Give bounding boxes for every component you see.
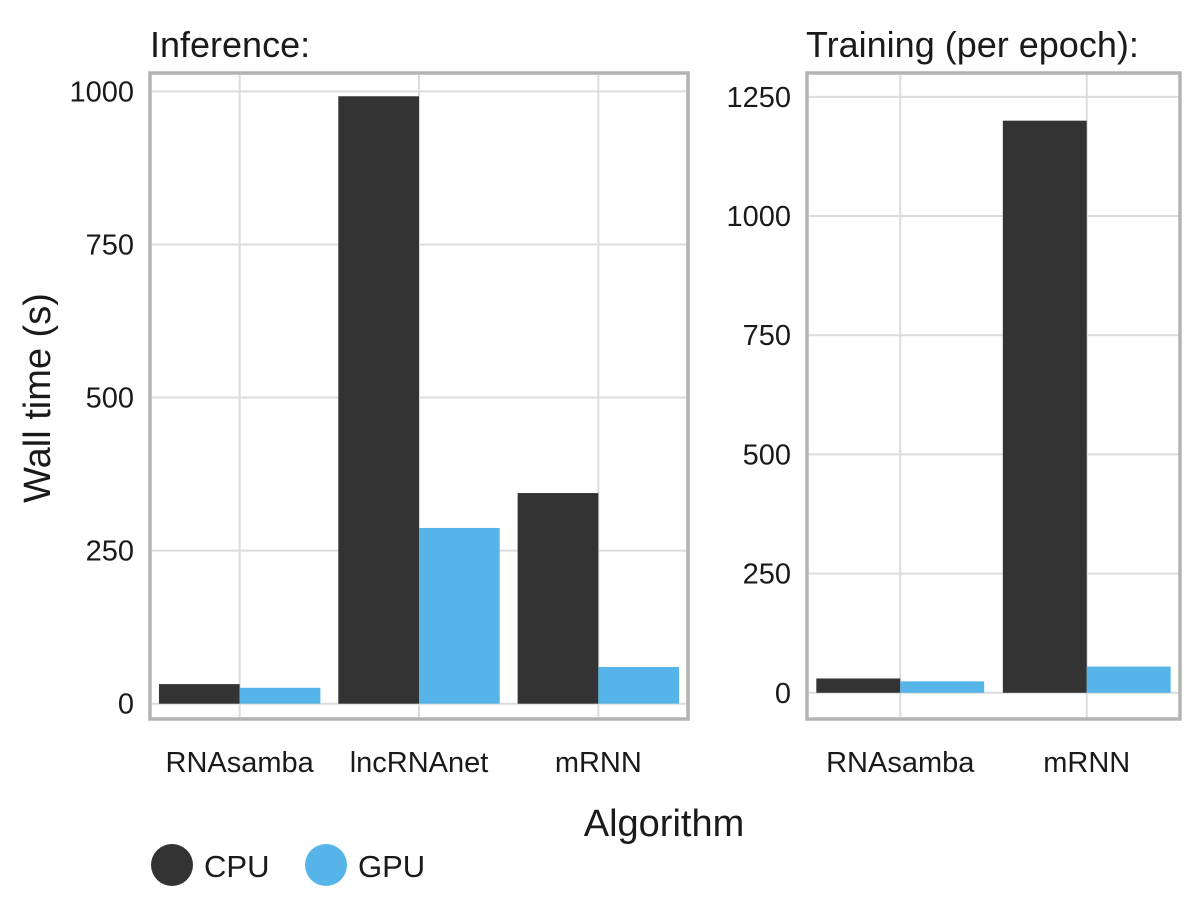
inference-y-tick-label: 500	[86, 383, 134, 415]
inference-bar-gpu-lncrnanet	[419, 527, 500, 704]
y-axis-label: Wall time (s)	[17, 293, 59, 503]
legend-gpu-marker	[305, 844, 347, 886]
training-panel: 0 250 500 750 1000 1250 RNAsamba mRNN Training (…	[726, 24, 1182, 779]
training-bar-gpu-mrnn	[1086, 666, 1171, 693]
training-panel-title: Training (per epoch):	[806, 24, 1139, 65]
inference-x-tick-label: mRNN	[555, 747, 642, 779]
training-y-tick-label: 1250	[726, 82, 791, 114]
x-axis-label: Algorithm	[584, 803, 745, 845]
training-panel-frame	[805, 71, 1182, 721]
training-y-tick-label: 1000	[726, 201, 791, 233]
inference-y-tick-label: 0	[118, 689, 134, 721]
inference-panel: 0 250 500 750 1000 RNAsamba lncRNAnet mRNN Infer…	[69, 24, 690, 779]
training-y-tick-label: 750	[743, 320, 791, 352]
inference-x-tick-label: RNAsamba	[166, 747, 315, 779]
inference-bar-cpu-lncrnanet	[338, 96, 419, 704]
training-y-tick-label: 250	[743, 559, 791, 591]
inference-panel-title: Inference:	[150, 24, 310, 65]
inference-bar-gpu-mrnn	[598, 666, 680, 704]
inference-bar-gpu-rnasamba	[239, 687, 321, 704]
legend-cpu-label: CPU	[204, 849, 269, 884]
legend: CPU GPU	[151, 844, 425, 886]
inference-y-tick-label: 250	[86, 536, 134, 568]
training-bar-gpu-rnasamba	[900, 681, 985, 693]
training-y-tick-label: 500	[743, 439, 791, 471]
inference-x-tick-label: lncRNAnet	[350, 747, 489, 779]
inference-y-tick-label: 750	[86, 229, 134, 261]
training-bar-cpu-rnasamba	[816, 678, 901, 693]
training-x-tick-label: RNAsamba	[826, 747, 975, 779]
training-x-tick-label: mRNN	[1043, 747, 1130, 779]
inference-bar-cpu-mrnn	[517, 493, 599, 704]
training-y-tick-label: 0	[775, 678, 791, 710]
inference-panel-frame	[148, 71, 690, 721]
legend-gpu-label: GPU	[358, 849, 425, 884]
training-bar-cpu-mrnn	[1002, 120, 1087, 693]
inference-y-tick-label: 1000	[69, 76, 134, 108]
inference-bar-cpu-rnasamba	[158, 684, 240, 704]
legend-cpu-marker	[151, 844, 193, 886]
